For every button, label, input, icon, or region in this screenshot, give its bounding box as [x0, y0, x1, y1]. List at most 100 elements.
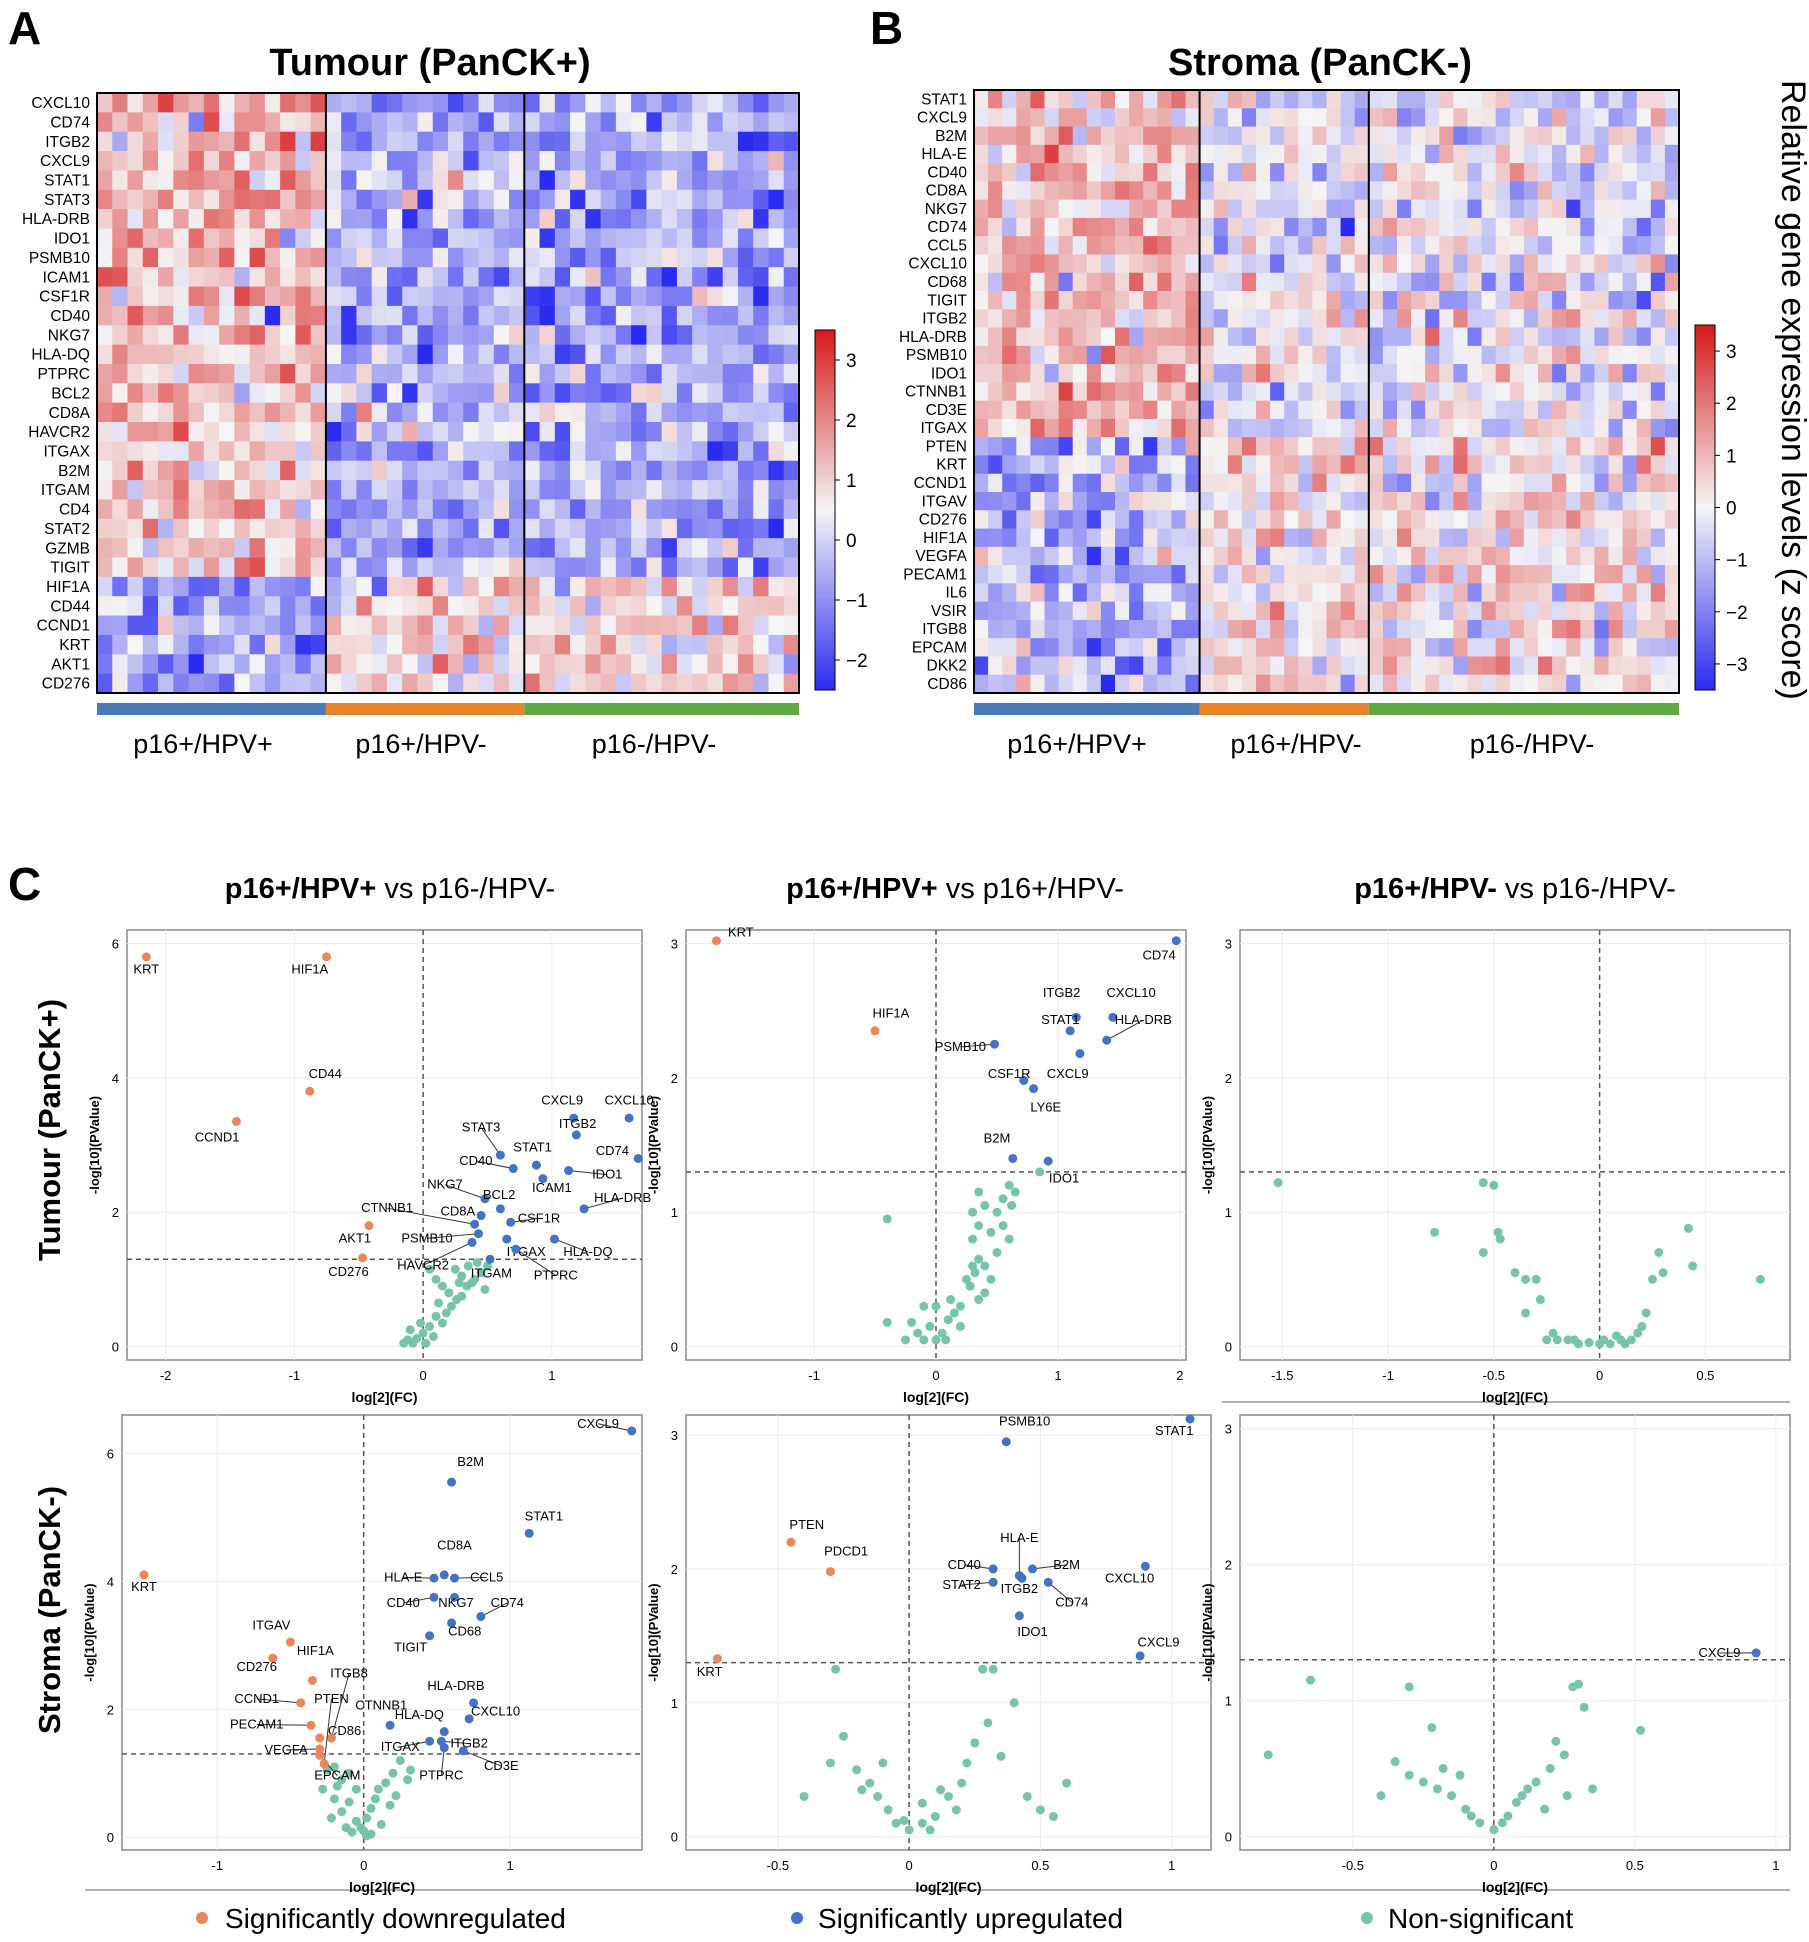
- heatmap-cell: [1509, 181, 1525, 201]
- heatmap-cell: [1030, 619, 1046, 639]
- heatmap-cell: [768, 538, 785, 559]
- heatmap-cell: [1566, 656, 1581, 676]
- heatmap-cell: [417, 673, 434, 694]
- heatmap-cell: [1608, 656, 1624, 676]
- heatmap-cell: [1326, 254, 1342, 274]
- heatmap-cell: [1523, 382, 1539, 402]
- heatmap-cell: [692, 499, 709, 520]
- heatmap-cell: [676, 654, 693, 675]
- heatmap-cell: [1143, 236, 1158, 256]
- point-krt: [139, 1570, 149, 1580]
- heatmap-cell: [1636, 565, 1652, 584]
- heatmap-cell: [1439, 254, 1454, 274]
- heatmap-cell: [493, 634, 510, 655]
- heatmap-cell: [585, 267, 602, 288]
- ns-point: [992, 1248, 1002, 1257]
- heatmap-cell: [432, 247, 449, 268]
- heatmap-cell: [707, 228, 724, 249]
- heatmap-cell: [1425, 437, 1440, 457]
- heatmap-cell: [264, 170, 281, 191]
- heatmap-cell: [1044, 108, 1060, 128]
- heatmap-cell: [158, 441, 174, 462]
- heatmap-cell: [219, 286, 235, 307]
- heatmap-cell: [1636, 272, 1652, 292]
- heatmap-cell: [1115, 546, 1130, 566]
- x-tick-label: 0.5: [1031, 1858, 1049, 1873]
- heatmap-cell: [341, 267, 358, 288]
- heatmap-cell: [676, 228, 693, 249]
- heatmap-cell: [509, 538, 525, 559]
- heatmap-cell: [1354, 455, 1370, 475]
- point-ccnd1: [296, 1698, 306, 1708]
- point-itgax: [425, 1736, 435, 1746]
- ns-point: [986, 1274, 996, 1284]
- ns-point: [1035, 1805, 1045, 1815]
- heatmap-cell: [280, 422, 296, 442]
- heatmap-cell: [1072, 382, 1088, 402]
- heatmap-cell: [753, 422, 770, 442]
- heatmap-cell: [646, 422, 663, 442]
- heatmap-cell: [1594, 601, 1610, 621]
- heatmap-cell: [1566, 400, 1581, 420]
- heatmap-cell: [1622, 455, 1638, 475]
- heatmap-cell: [1100, 583, 1116, 603]
- heatmap-cell: [1157, 455, 1172, 475]
- heatmap-cell: [585, 557, 602, 578]
- point-hla-dq: [549, 1234, 559, 1244]
- label-leader: [454, 1576, 487, 1579]
- heatmap-cell: [661, 596, 678, 617]
- heatmap-cell: [1594, 327, 1610, 347]
- heatmap-cell: [1058, 144, 1074, 164]
- x-axis-label: log[2](FC): [349, 1879, 415, 1895]
- heatmap-cell: [554, 151, 571, 172]
- heatmap-cell: [1368, 126, 1384, 146]
- heatmap-cell: [371, 112, 388, 133]
- heatmap-cell: [1354, 126, 1370, 146]
- heatmap-cell: [692, 305, 709, 326]
- heatmap-cell: [1143, 163, 1158, 182]
- heatmap-cell: [478, 596, 495, 617]
- heatmap-cell: [1594, 309, 1610, 329]
- heatmap-cell: [1213, 473, 1229, 493]
- heatmap-cell: [1016, 181, 1031, 201]
- heatmap-cell: [1241, 327, 1257, 347]
- heatmap-cell: [432, 402, 449, 423]
- heatmap-cell: [1538, 254, 1553, 274]
- heatmap-cell: [356, 596, 373, 617]
- heatmap-cell: [1425, 144, 1440, 164]
- heatmap-cell: [1016, 291, 1031, 310]
- heatmap-cell: [127, 673, 144, 694]
- heatmap-cell: [1002, 272, 1017, 292]
- heatmap-cell: [325, 634, 342, 655]
- y-tick-label: 1: [671, 1205, 678, 1220]
- ns-point: [1559, 1750, 1569, 1760]
- heatmap-cell: [1382, 473, 1398, 493]
- ns-point: [882, 1317, 892, 1327]
- heatmap-cell: [631, 383, 647, 404]
- heatmap-cell: [448, 344, 464, 365]
- heatmap-cell: [585, 576, 602, 597]
- ns-point: [1542, 1335, 1552, 1345]
- heatmap-cell: [631, 654, 647, 675]
- heatmap-cell: [1495, 583, 1511, 603]
- heatmap-cell: [310, 402, 327, 423]
- heatmap-cell: [158, 615, 174, 636]
- label-leader: [1106, 1019, 1144, 1041]
- label-leader: [515, 1248, 557, 1276]
- heatmap-cell: [1256, 528, 1271, 548]
- heatmap-cell: [1326, 510, 1342, 530]
- heatmap-cell: [158, 344, 174, 365]
- heatmap-cell: [1354, 619, 1370, 639]
- heatmap-cell: [249, 518, 266, 539]
- point-label: CXCL10: [1107, 985, 1156, 1000]
- heatmap-cell: [1199, 601, 1215, 621]
- heatmap-cell: [676, 170, 693, 191]
- heatmap-cell: [1199, 473, 1215, 493]
- heatmap-cell: [417, 518, 434, 539]
- heatmap-cell: [280, 673, 296, 694]
- heatmap-cell: [1298, 144, 1313, 164]
- heatmap-cell: [539, 596, 556, 617]
- heatmap-cell: [661, 634, 678, 655]
- heatmap-cell: [554, 209, 571, 230]
- heatmap-cell: [1622, 108, 1638, 128]
